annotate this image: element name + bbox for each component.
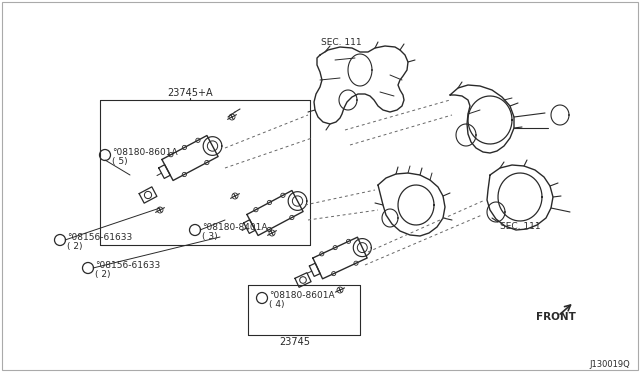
Text: FRONT: FRONT [536, 312, 576, 322]
Text: °08180-8601A: °08180-8601A [269, 291, 335, 300]
Text: ( 4): ( 4) [269, 300, 285, 309]
Text: J130019Q: J130019Q [589, 360, 630, 369]
Text: ( 5): ( 5) [112, 157, 127, 166]
Text: 23745: 23745 [280, 337, 310, 347]
Text: ( 2): ( 2) [67, 242, 83, 251]
Text: °08156-61633: °08156-61633 [95, 261, 160, 270]
Text: SEC. 111: SEC. 111 [321, 38, 362, 47]
Text: 23745+A: 23745+A [167, 88, 213, 98]
Text: ( 3): ( 3) [202, 232, 218, 241]
Text: SEC. 111: SEC. 111 [500, 222, 541, 231]
Text: °08180-8601A: °08180-8601A [112, 148, 178, 157]
Text: ( 2): ( 2) [95, 270, 111, 279]
Text: °08180-8401A: °08180-8401A [202, 223, 268, 232]
Text: °08156-61633: °08156-61633 [67, 233, 132, 242]
